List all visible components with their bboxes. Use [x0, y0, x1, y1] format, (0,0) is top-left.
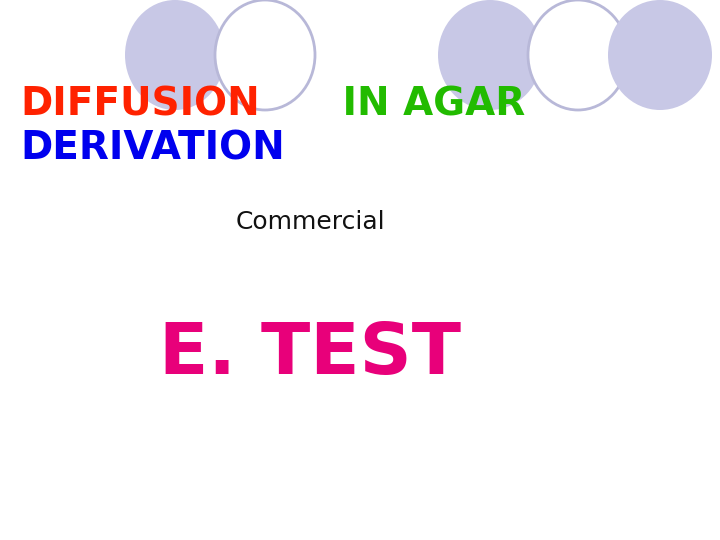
Text: Commercial: Commercial	[235, 210, 384, 234]
Ellipse shape	[438, 0, 542, 110]
Ellipse shape	[608, 0, 712, 110]
Ellipse shape	[125, 0, 225, 110]
Ellipse shape	[528, 0, 628, 110]
Text: E. TEST: E. TEST	[159, 320, 461, 389]
Ellipse shape	[215, 0, 315, 110]
Text: DIFFUSION: DIFFUSION	[20, 85, 260, 123]
Text: DERIVATION: DERIVATION	[20, 130, 284, 168]
Text: IN AGAR: IN AGAR	[329, 85, 526, 123]
